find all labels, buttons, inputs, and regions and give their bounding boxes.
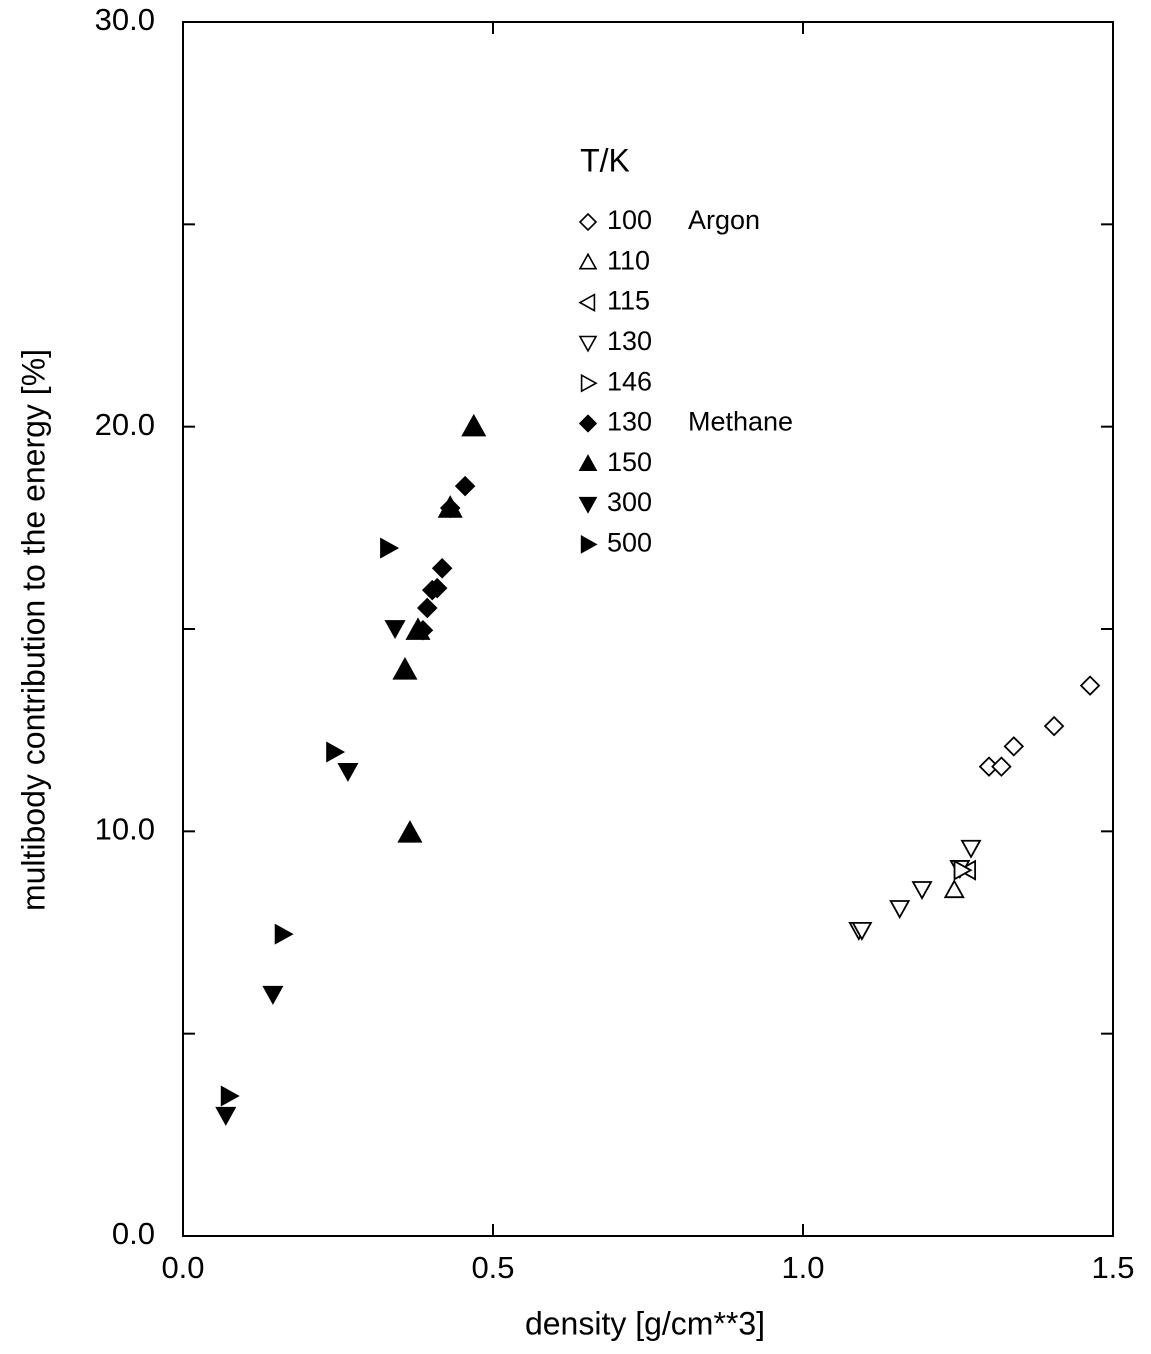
legend-label: 500 <box>607 528 652 558</box>
y-tick-label: 30.0 <box>95 2 155 37</box>
point <box>960 839 982 859</box>
legend-label: 146 <box>607 366 652 396</box>
point <box>953 859 973 881</box>
legend-label: 100 <box>607 205 652 235</box>
point <box>417 597 438 619</box>
point <box>1003 736 1025 757</box>
point <box>337 762 359 782</box>
point <box>943 879 965 899</box>
point <box>851 921 873 941</box>
point <box>274 923 294 945</box>
x-tick-label: 0.0 <box>161 1250 204 1285</box>
point <box>1043 715 1065 737</box>
y-tick-label: 10.0 <box>95 812 155 847</box>
legend-group: Methane <box>688 407 793 437</box>
point <box>405 617 431 640</box>
y-axis-label: multibody contribution to the energy [%] <box>15 349 51 911</box>
point <box>220 1085 240 1107</box>
point <box>392 657 418 680</box>
legend-label: 150 <box>607 447 652 477</box>
legend-marker <box>578 454 598 472</box>
legend-marker <box>578 414 598 433</box>
point <box>454 475 476 497</box>
legend-label: 115 <box>607 286 650 316</box>
legend-label: 130 <box>607 407 652 437</box>
point <box>426 577 448 599</box>
point <box>889 900 911 920</box>
legend-marker <box>578 335 598 353</box>
point <box>215 1106 237 1126</box>
point <box>397 820 423 843</box>
point <box>461 413 487 437</box>
point <box>326 741 346 763</box>
point <box>991 756 1012 777</box>
legend-marker <box>580 373 598 393</box>
x-tick-label: 0.5 <box>471 1250 514 1285</box>
y-tick-label: 0.0 <box>112 1216 155 1251</box>
legend-marker <box>578 293 596 312</box>
point <box>911 881 933 901</box>
legend-label: 130 <box>607 326 652 356</box>
legend-label: 300 <box>607 487 652 517</box>
legend-marker <box>578 496 598 514</box>
point <box>1079 675 1101 696</box>
legend-label: 110 <box>607 245 650 275</box>
legend-marker <box>578 212 598 232</box>
plot-frame <box>182 21 1114 1237</box>
legend-title: T/K <box>580 142 630 178</box>
point <box>437 495 463 518</box>
legend-marker <box>580 535 598 554</box>
point <box>380 537 400 559</box>
point <box>431 558 453 579</box>
x-tick-label: 1.5 <box>1091 1250 1134 1285</box>
legend-group: Argon <box>688 205 760 235</box>
point <box>384 620 406 640</box>
y-tick-label: 20.0 <box>95 407 155 442</box>
x-axis-label: density [g/cm**3] <box>525 1305 765 1341</box>
legend-marker <box>578 252 598 270</box>
x-tick-label: 1.0 <box>781 1250 824 1285</box>
point <box>262 985 284 1005</box>
